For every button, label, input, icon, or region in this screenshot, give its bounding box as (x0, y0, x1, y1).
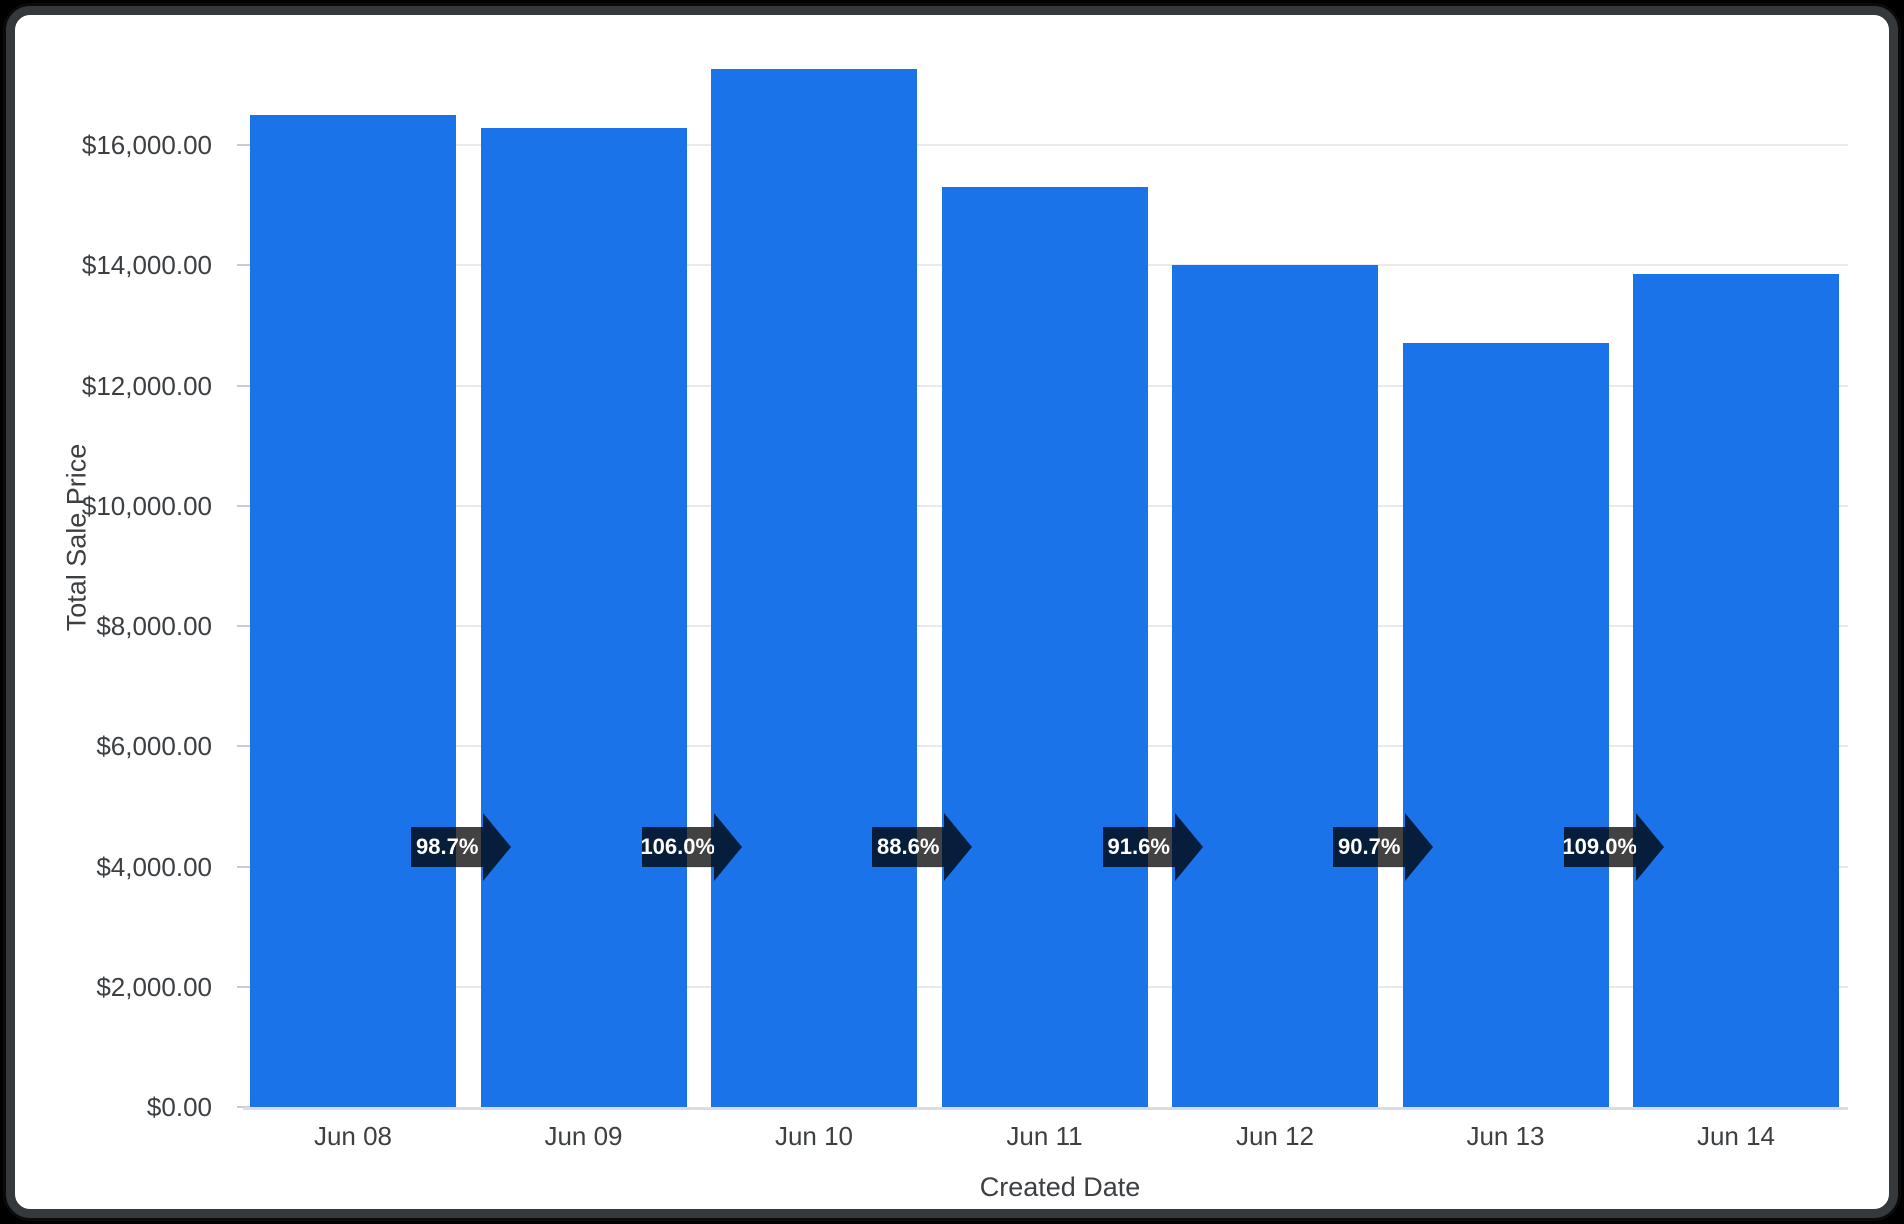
pct-arrow-body: 98.7% (411, 827, 484, 867)
pct-arrow-label: 109.0% (1562, 834, 1638, 859)
pct-arrow-body: 109.0% (1562, 827, 1638, 867)
y-tick (237, 384, 250, 387)
pct-arrow: 88.6% (872, 813, 973, 881)
pct-arrow: 106.0% (640, 813, 742, 881)
plot-area: Total Sale Price Created Date $0.00 $2,00… (15, 15, 1889, 1209)
y-tick-label: $14,000.00 (81, 250, 212, 281)
pct-arrow-head-icon (1635, 813, 1664, 881)
pct-arrow-body: 90.7% (1333, 827, 1406, 867)
pct-arrow: 91.6% (1102, 813, 1203, 881)
y-tick (237, 264, 250, 267)
x-tick-label: Jun 13 (1466, 1121, 1545, 1151)
pct-arrow-label: 88.6% (877, 834, 940, 859)
pct-arrow-label: 90.7% (1338, 834, 1401, 859)
y-tick-label: $10,000.00 (81, 490, 212, 521)
pct-arrow-body: 88.6% (872, 827, 945, 867)
x-tick-label: Jun 11 (1006, 1121, 1083, 1151)
bar[interactable] (1402, 342, 1609, 1107)
pct-arrow-head-icon (944, 813, 973, 881)
y-tick (237, 504, 250, 507)
bar[interactable] (250, 114, 456, 1107)
pct-arrow: 98.7% (411, 813, 512, 881)
pct-arrow-head-icon (1174, 813, 1203, 881)
bar[interactable] (711, 69, 917, 1107)
pct-arrow-label: 91.6% (1107, 834, 1170, 859)
pct-arrow-label: 106.0% (640, 834, 716, 859)
pct-arrow-head-icon (713, 813, 742, 881)
y-tick (237, 985, 250, 988)
x-tick-label: Jun 10 (774, 1121, 854, 1151)
y-tick (237, 144, 250, 146)
x-tick-label: Jun 08 (313, 1121, 393, 1151)
y-tick-label: $4,000.00 (96, 851, 212, 882)
pct-arrow: 90.7% (1333, 813, 1434, 881)
x-tick-label: Jun 12 (1235, 1121, 1315, 1151)
pct-arrow-body: 91.6% (1102, 827, 1175, 867)
bar[interactable] (941, 187, 1148, 1107)
bar[interactable] (1633, 274, 1839, 1107)
y-tick (237, 865, 250, 868)
y-tick-label: $12,000.00 (81, 370, 212, 401)
bar[interactable] (1172, 264, 1378, 1107)
x-tick-label: Jun 14 (1696, 1121, 1776, 1151)
x-tick-label: Jun 09 (544, 1121, 623, 1151)
y-tick (237, 745, 250, 748)
y-axis-title: Total Sale Price (61, 443, 92, 632)
pct-arrow-head-icon (1405, 813, 1434, 881)
y-tick-label: $6,000.00 (96, 731, 212, 762)
chart-card: Total Sale Price Created Date $0.00 $2,00… (6, 6, 1898, 1218)
y-tick-label: $0.00 (146, 1092, 212, 1122)
y-tick-label: $8,000.00 (96, 611, 212, 641)
x-axis-line (243, 1107, 1848, 1110)
pct-arrow-label: 98.7% (416, 834, 479, 859)
bar[interactable] (480, 127, 687, 1107)
y-gridline (243, 144, 1848, 146)
pct-arrow-body: 106.0% (640, 827, 716, 867)
y-tick-label: $16,000.00 (81, 130, 212, 160)
y-tick-label: $2,000.00 (96, 971, 212, 1002)
pct-arrow: 109.0% (1562, 813, 1664, 881)
x-axis-title: Created Date (979, 1172, 1141, 1202)
y-tick (237, 625, 250, 627)
pct-arrow-head-icon (483, 813, 512, 881)
